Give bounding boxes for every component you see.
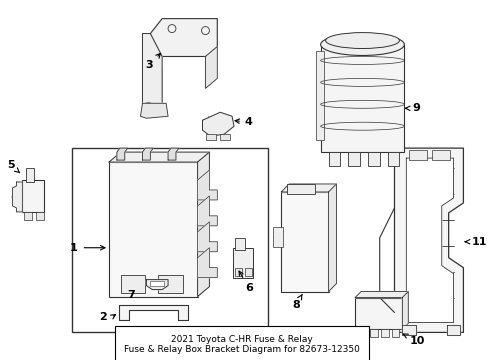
Bar [409, 150, 427, 160]
Polygon shape [447, 325, 461, 336]
Bar [23, 180, 44, 212]
Text: 4: 4 [235, 117, 253, 127]
Polygon shape [147, 280, 168, 289]
Bar [121, 275, 146, 293]
Polygon shape [205, 46, 217, 88]
Bar [281, 192, 328, 292]
Polygon shape [150, 19, 217, 57]
Bar [109, 162, 197, 297]
Polygon shape [328, 184, 337, 292]
Bar [381, 329, 389, 337]
Polygon shape [143, 33, 162, 113]
Bar [235, 238, 245, 250]
Polygon shape [197, 196, 217, 226]
Bar [24, 212, 32, 220]
Polygon shape [402, 292, 408, 329]
Text: 5: 5 [7, 160, 20, 173]
Polygon shape [281, 184, 337, 192]
Bar [392, 329, 399, 337]
Ellipse shape [325, 32, 399, 49]
Bar [348, 152, 360, 166]
Bar [273, 227, 283, 247]
Bar [388, 152, 399, 166]
Polygon shape [197, 170, 217, 200]
Polygon shape [406, 158, 454, 323]
Bar [206, 134, 216, 140]
Text: 7: 7 [127, 289, 135, 300]
Polygon shape [109, 152, 209, 162]
Polygon shape [168, 148, 179, 160]
Bar [26, 168, 34, 182]
Polygon shape [143, 148, 153, 160]
Bar [245, 268, 252, 276]
Polygon shape [202, 112, 234, 136]
Polygon shape [197, 222, 217, 252]
Bar [316, 50, 323, 140]
Polygon shape [197, 248, 217, 278]
Polygon shape [394, 148, 464, 332]
Polygon shape [119, 305, 188, 320]
Polygon shape [13, 182, 23, 212]
Text: 10: 10 [403, 334, 425, 346]
Bar [432, 150, 450, 160]
Bar [320, 45, 404, 152]
Bar [36, 212, 44, 220]
Bar [158, 275, 183, 293]
Polygon shape [197, 152, 209, 297]
Bar [370, 329, 378, 337]
Text: 2: 2 [99, 312, 107, 323]
Bar [233, 248, 253, 278]
Text: 6: 6 [239, 271, 253, 293]
Text: 9: 9 [406, 103, 420, 113]
Text: 1: 1 [70, 243, 77, 253]
Bar [287, 184, 315, 194]
Bar [220, 134, 230, 140]
Bar [359, 329, 367, 337]
Polygon shape [141, 103, 168, 118]
Polygon shape [402, 325, 416, 336]
Text: 8: 8 [292, 294, 302, 310]
Text: 11: 11 [466, 237, 487, 247]
Bar [72, 148, 269, 332]
Bar [368, 152, 380, 166]
Polygon shape [117, 148, 128, 160]
Text: 2021 Toyota C-HR Fuse & Relay
Fuse & Relay Box Bracket Diagram for 82673-12350: 2021 Toyota C-HR Fuse & Relay Fuse & Rel… [124, 335, 360, 354]
Bar [355, 298, 402, 329]
Bar [328, 152, 341, 166]
Bar [150, 280, 164, 285]
Bar [235, 268, 242, 276]
Text: 3: 3 [146, 54, 160, 71]
Polygon shape [355, 292, 408, 298]
Ellipse shape [320, 33, 404, 55]
